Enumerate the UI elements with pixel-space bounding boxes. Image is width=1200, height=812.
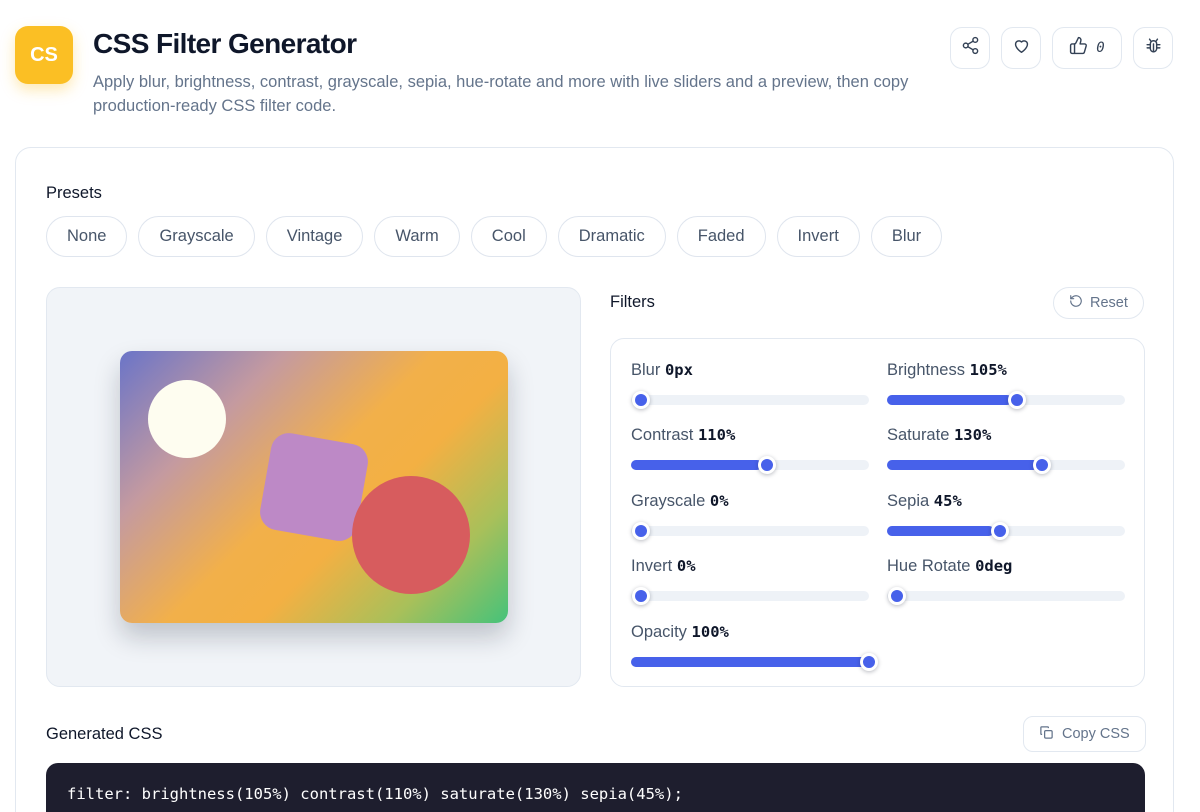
bug-icon — [1144, 36, 1163, 60]
page-title: CSS Filter Generator — [93, 28, 357, 59]
slider-name: Hue Rotate — [887, 557, 971, 575]
slider-label: Grayscale 0% — [631, 492, 869, 511]
generator-card: Presets None Grayscale Vintage Warm Cool Dram… — [15, 147, 1174, 812]
slider-label: Blur 0px — [631, 361, 869, 380]
slider-thumb[interactable] — [990, 522, 1009, 540]
slider-fill — [631, 460, 762, 470]
filters-heading: Filters — [610, 293, 655, 311]
preset-chip[interactable]: Dramatic — [557, 216, 666, 257]
slider-contrast: Contrast 110% — [631, 426, 869, 474]
app-icon: CS — [15, 26, 73, 84]
preview-image — [120, 351, 508, 623]
copy-css-label: Copy CSS — [1062, 726, 1130, 742]
slider-thumb[interactable] — [632, 391, 650, 409]
generated-css-heading: Generated CSS — [46, 725, 163, 743]
slider-thumb[interactable] — [860, 653, 879, 671]
slider-thumb[interactable] — [632, 522, 650, 540]
slider-blur: Blur 0px — [631, 361, 869, 409]
slider-thumb[interactable] — [1007, 391, 1026, 409]
slider-value: 100% — [691, 623, 729, 641]
preset-chip[interactable]: Vintage — [265, 216, 364, 257]
slider-track[interactable] — [887, 522, 1125, 540]
share-icon — [961, 36, 980, 60]
slider-brightness: Brightness 105% — [887, 361, 1125, 409]
preset-chip[interactable]: None — [46, 216, 128, 257]
favorite-button[interactable] — [1001, 27, 1041, 69]
preset-chip[interactable]: Grayscale — [138, 216, 255, 257]
slider-track[interactable] — [887, 391, 1125, 409]
preset-chip[interactable]: Faded — [676, 216, 766, 257]
slider-track[interactable] — [631, 522, 869, 540]
slider-saturate: Saturate 130% — [887, 426, 1125, 474]
slider-track[interactable] — [631, 653, 879, 671]
slider-track[interactable] — [631, 391, 869, 409]
slider-thumb[interactable] — [888, 587, 906, 605]
copy-icon — [1039, 725, 1054, 744]
slider-label: Contrast 110% — [631, 426, 869, 445]
page-subtitle: Apply blur, brightness, contrast, graysc… — [93, 73, 909, 115]
slider-value: 130% — [953, 426, 992, 444]
thumbs-up-icon — [1069, 36, 1088, 60]
preview-panel — [46, 287, 581, 687]
slider-opacity: Opacity 100% — [631, 623, 879, 671]
preset-chip[interactable]: Cool — [470, 216, 547, 257]
slider-value: 0% — [676, 557, 696, 575]
css-output-code: filter: brightness(105%) contrast(110%) … — [67, 785, 683, 803]
report-bug-button[interactable] — [1133, 27, 1173, 69]
like-count: 0 — [1096, 40, 1105, 56]
slider-grayscale: Grayscale 0% — [631, 492, 869, 540]
slider-sepia: Sepia 45% — [887, 492, 1125, 540]
reset-icon — [1069, 294, 1083, 312]
share-button[interactable] — [950, 27, 990, 69]
slider-thumb[interactable] — [1032, 456, 1051, 474]
slider-track[interactable] — [631, 587, 869, 605]
slider-value: 0deg — [975, 557, 1013, 575]
slider-value: 0% — [709, 492, 729, 510]
heart-icon — [1012, 36, 1031, 60]
slider-name: Blur — [631, 361, 661, 379]
slider-name: Sepia — [887, 492, 930, 510]
slider-invert: Invert 0% — [631, 557, 869, 605]
slider-label: Brightness 105% — [887, 361, 1125, 380]
slider-name: Opacity — [631, 623, 687, 641]
preset-chip[interactable]: Invert — [776, 216, 860, 257]
reset-label: Reset — [1090, 295, 1128, 311]
slider-name: Brightness — [887, 361, 965, 379]
presets-heading: Presets — [46, 184, 102, 202]
slider-value: 105% — [969, 361, 1007, 379]
preview-red-circle — [352, 476, 470, 594]
slider-track[interactable] — [631, 456, 869, 474]
slider-label: Sepia 45% — [887, 492, 1125, 511]
copy-css-button[interactable]: Copy CSS — [1023, 716, 1146, 752]
slider-track[interactable] — [887, 587, 1125, 605]
filters-panel: Blur 0px Brightness 105% Contrast 110% Satu… — [610, 338, 1145, 687]
slider-name: Contrast — [631, 426, 694, 444]
slider-label: Hue Rotate 0deg — [887, 557, 1125, 576]
slider-track[interactable] — [887, 456, 1125, 474]
slider-name: Grayscale — [631, 492, 706, 510]
like-button[interactable]: 0 — [1052, 27, 1122, 69]
slider-fill — [887, 526, 995, 536]
slider-value: 0px — [664, 361, 693, 379]
slider-label: Saturate 130% — [887, 426, 1125, 445]
slider-thumb[interactable] — [632, 587, 650, 605]
slider-value: 45% — [933, 492, 962, 510]
slider-label: Opacity 100% — [631, 623, 869, 642]
slider-hue-rotate: Hue Rotate 0deg — [887, 557, 1125, 605]
slider-name: Saturate — [887, 426, 950, 444]
css-output-block: filter: brightness(105%) contrast(110%) … — [46, 763, 1145, 812]
presets-list: None Grayscale Vintage Warm Cool Dramatic Fade… — [46, 216, 943, 257]
preset-chip[interactable]: Blur — [870, 216, 943, 257]
slider-label: Invert 0% — [631, 557, 869, 576]
slider-fill — [631, 657, 869, 667]
slider-fill — [887, 395, 1012, 405]
slider-name: Invert — [631, 557, 673, 575]
slider-fill — [887, 460, 1038, 470]
slider-thumb[interactable] — [757, 456, 776, 474]
preset-chip[interactable]: Warm — [374, 216, 460, 257]
preview-light-circle — [148, 380, 226, 458]
slider-value: 110% — [697, 426, 736, 444]
reset-button[interactable]: Reset — [1053, 287, 1144, 319]
